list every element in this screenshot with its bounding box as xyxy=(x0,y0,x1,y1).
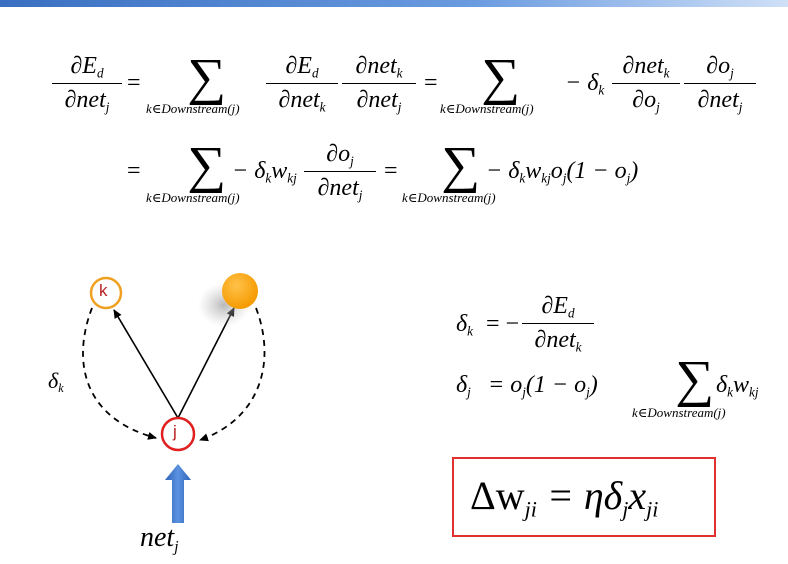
term-delta-w: − δkwkj xyxy=(232,158,297,186)
fraction-dnetk-dnetj: ∂netk ∂netj xyxy=(342,54,416,114)
sum-range: k∈Downstream(j) xyxy=(632,405,726,420)
sum-range: k∈Downstream(j) xyxy=(146,190,240,205)
equals-sign: = xyxy=(384,158,398,184)
term-delta-w-o: − δkwkjoj(1 − oj) xyxy=(486,158,639,186)
fraction-doj-dnetj: ∂oj ∂netj xyxy=(304,142,376,202)
fraction-doj-dnetj: ∂oj ∂netj xyxy=(684,54,756,114)
o-j-times: = oj(1 − oj) xyxy=(488,372,598,400)
net-j-input-label: netj xyxy=(140,522,179,556)
edge-j-to-k xyxy=(113,309,179,419)
node-k-label: k xyxy=(99,281,108,300)
minus-delta-k: − δk xyxy=(565,70,605,98)
weight-update-rule: Δwji = ηδjxji xyxy=(470,473,659,522)
equals-sign: = xyxy=(127,158,141,184)
node-j-label: j xyxy=(173,422,177,441)
sum-range: k∈Downstream(j) xyxy=(440,101,534,116)
backprop-curve-left xyxy=(82,307,157,440)
input-arrow xyxy=(165,464,191,523)
lhs-fraction: ∂Ed ∂netj xyxy=(52,54,122,114)
equals-sign: = xyxy=(424,70,438,96)
sum-symbol: ∑ xyxy=(441,137,481,194)
orange-node xyxy=(222,273,258,309)
sum-symbol: ∑ xyxy=(675,351,715,408)
sum-symbol: ∑ xyxy=(187,137,227,194)
sum-range: k∈Downstream(j) xyxy=(402,190,496,205)
node-j xyxy=(160,416,196,452)
weight-update-box xyxy=(452,457,716,537)
equals-sign: = xyxy=(127,70,141,96)
slide-top-bar xyxy=(0,0,788,7)
delta-j-symbol: δj xyxy=(456,372,471,400)
backprop-curve-right xyxy=(199,307,266,442)
node-k xyxy=(89,276,123,310)
fraction-dnetk-doj: ∂netk ∂oj xyxy=(612,54,680,114)
sum-symbol: ∑ xyxy=(187,49,227,106)
delta-k-w-kj: δkwkj xyxy=(716,372,759,400)
delta-k-label: δk xyxy=(48,368,64,396)
sum-range: k∈Downstream(j) xyxy=(146,101,240,116)
sum-symbol: ∑ xyxy=(481,49,521,106)
equals-minus: = − xyxy=(486,311,520,337)
fraction-dE-dnetk: ∂Ed ∂netk xyxy=(522,294,594,354)
delta-k-symbol: δk xyxy=(456,311,474,339)
fraction-dE-dnetk: ∂Ed ∂netk xyxy=(266,54,338,114)
